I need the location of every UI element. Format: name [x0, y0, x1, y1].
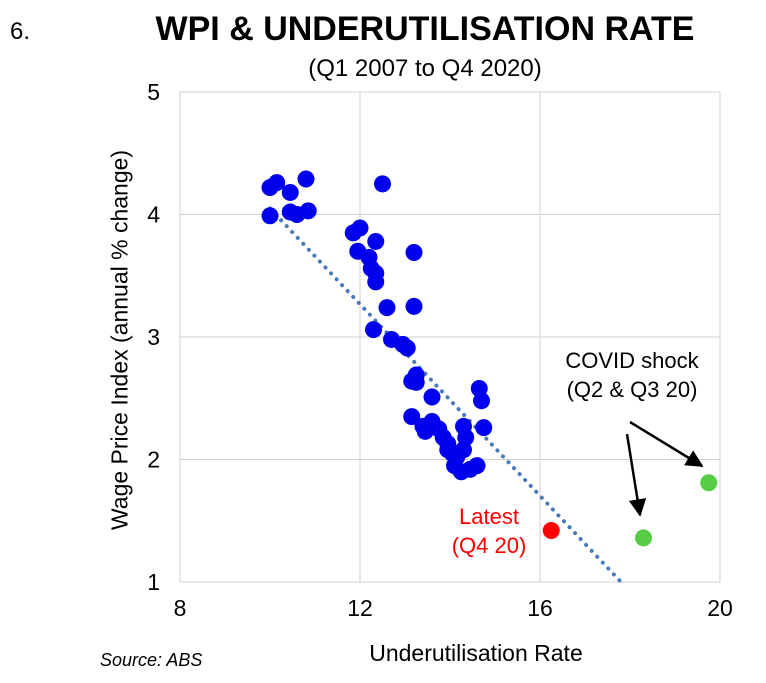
- annotation-covid-line2: (Q2 & Q3 20): [567, 377, 698, 402]
- point-q1-2007-to-q1-2020: [473, 392, 490, 410]
- point-q1-2007-to-q1-2020: [403, 408, 421, 426]
- point-q1-2007-to-q1-2020: [378, 299, 396, 317]
- y-tick-label: 1: [147, 569, 160, 595]
- point-q1-2007-to-q1-2020: [268, 174, 286, 192]
- y-tick-label: 2: [147, 447, 160, 473]
- x-axis-label: Underutilisation Rate: [369, 640, 583, 666]
- point-latest: [542, 522, 560, 540]
- point-q1-2007-to-q1-2020: [351, 219, 369, 237]
- point-q1-2007-to-q1-2020: [468, 457, 486, 475]
- point-covid-shock: [700, 474, 718, 492]
- point-q1-2007-to-q1-2020: [365, 321, 382, 339]
- point-q1-2007-to-q1-2020: [405, 243, 423, 261]
- slide-number: 6.: [10, 18, 31, 45]
- source-note: Source: ABS: [100, 650, 203, 670]
- point-q1-2007-to-q1-2020: [455, 417, 472, 435]
- annotation-latest-line1: Latest: [459, 504, 519, 529]
- plot-area: [179, 91, 721, 583]
- y-tick-label: 4: [147, 202, 160, 228]
- x-tick-label: 12: [347, 595, 373, 621]
- point-q1-2007-to-q1-2020: [398, 339, 416, 357]
- y-tick-label: 3: [147, 324, 160, 350]
- point-q1-2007-to-q1-2020: [288, 206, 306, 223]
- annotation-latest-line2: (Q4 20): [452, 533, 527, 558]
- point-covid-shock: [635, 529, 652, 547]
- chart-title: WPI & UNDERUTILISATION RATE: [155, 10, 695, 48]
- point-q1-2007-to-q1-2020: [405, 297, 423, 315]
- data-points: [261, 170, 718, 547]
- point-q1-2007-to-q1-2020: [475, 419, 493, 437]
- point-q1-2007-to-q1-2020: [281, 183, 299, 201]
- point-q1-2007-to-q1-2020: [367, 232, 385, 250]
- point-q1-2007-to-q1-2020: [367, 273, 385, 291]
- point-q1-2007-to-q1-2020: [407, 373, 425, 391]
- chart-subtitle: (Q1 2007 to Q4 2020): [308, 55, 542, 82]
- point-q1-2007-to-q1-2020: [374, 175, 391, 193]
- x-tick-label: 8: [174, 595, 187, 621]
- covid-arrow-q2: [625, 433, 647, 517]
- point-q1-2007-to-q1-2020: [297, 170, 315, 188]
- x-tick-label: 16: [527, 595, 553, 621]
- covid-arrow-q3: [629, 420, 704, 468]
- x-tick-label: 20: [707, 595, 733, 621]
- annotation-covid-line1: COVID shock: [565, 348, 699, 373]
- point-q1-2007-to-q1-2020: [261, 207, 279, 225]
- y-tick-label: 5: [147, 79, 160, 105]
- point-q1-2007-to-q1-2020: [423, 388, 441, 406]
